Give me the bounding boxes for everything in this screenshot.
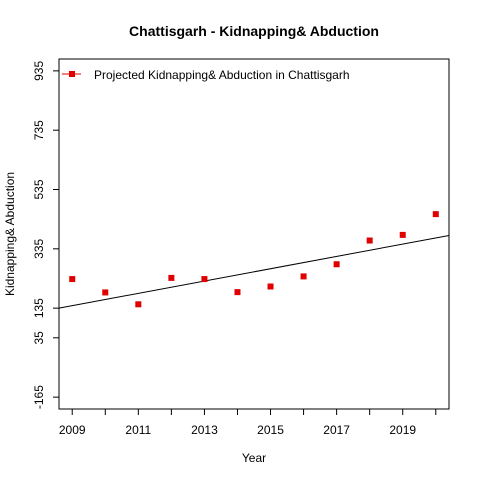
x-tick-label-2: 2013 — [191, 423, 218, 437]
data-point-2009 — [69, 276, 76, 283]
x-tick-label-4: 2017 — [323, 423, 350, 437]
y-tick-label-2: 135 — [32, 298, 46, 318]
y-tick-label-0: -165 — [32, 385, 46, 409]
data-point-2016 — [300, 273, 307, 280]
plot-area-frame — [58, 58, 450, 410]
legend-marker — [69, 71, 75, 77]
y-axis-label: Kidnapping& Abduction — [3, 172, 17, 296]
data-point-2012 — [168, 274, 175, 281]
chart-title: Chattisgarh - Kidnapping& Abduction — [129, 23, 379, 39]
data-point-2019 — [399, 231, 406, 238]
x-axis: 2009 2011 2013 2015 2017 2019 — [59, 409, 437, 437]
data-point-2014 — [234, 289, 241, 296]
data-point-2018 — [366, 237, 373, 244]
data-point-2020 — [432, 211, 439, 218]
data-point-2013 — [201, 276, 208, 283]
data-point-2011 — [135, 301, 142, 308]
trend-line — [58, 234, 450, 309]
data-point-2015 — [267, 283, 274, 290]
y-axis: -165 35 135 335 535 735 935 — [32, 61, 59, 409]
x-tick-label-1: 2011 — [125, 423, 151, 437]
legend: Projected Kidnapping& Abduction in Chatt… — [62, 68, 350, 82]
x-tick-label-5: 2019 — [389, 423, 416, 437]
y-tick-label-5: 735 — [32, 120, 46, 140]
x-axis-label: Year — [242, 451, 266, 465]
y-tick-label-6: 935 — [32, 61, 46, 81]
data-point-2010 — [102, 289, 109, 296]
x-tick-label-3: 2015 — [257, 423, 284, 437]
legend-entry-label: Projected Kidnapping& Abduction in Chatt… — [94, 68, 350, 82]
y-tick-label-1: 35 — [32, 331, 46, 345]
data-points — [69, 211, 439, 308]
y-tick-label-3: 335 — [32, 238, 46, 258]
x-tick-label-0: 2009 — [59, 423, 86, 437]
data-point-2017 — [333, 261, 340, 268]
y-tick-label-4: 535 — [32, 179, 46, 199]
